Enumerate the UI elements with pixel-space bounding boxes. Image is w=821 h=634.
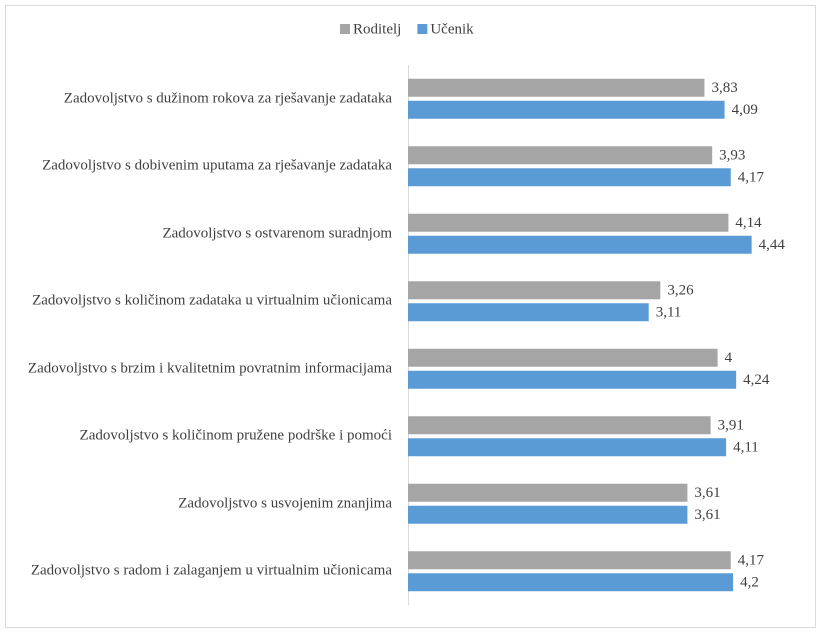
- category-label: Zadovoljstvo s usvojenim znanjima: [178, 495, 392, 512]
- value-label: 4,24: [743, 372, 770, 388]
- bar: [408, 168, 731, 187]
- value-label: 3,91: [718, 418, 744, 434]
- bar: [408, 438, 727, 457]
- legend-swatch: [417, 24, 428, 34]
- value-label: 3,11: [656, 305, 682, 321]
- value-label: 4,09: [732, 102, 758, 118]
- legend-swatch: [340, 24, 350, 34]
- category-label: Zadovoljstvo s količinom pružene podrške…: [79, 427, 392, 444]
- value-label: 3,26: [667, 283, 694, 299]
- value-label: 3,61: [694, 507, 720, 523]
- legend-label: Roditelj: [353, 21, 401, 37]
- category-label: Zadovoljstvo s količinom zadataka u virt…: [32, 292, 392, 309]
- category-label: Zadovoljstvo s radom i zalaganjem u virt…: [30, 562, 392, 579]
- value-label: 3,61: [694, 485, 720, 501]
- value-label: 3,93: [719, 148, 745, 164]
- value-label: 4,14: [735, 215, 762, 231]
- bar: [408, 78, 705, 97]
- bar: [408, 100, 725, 119]
- value-label: 4,11: [733, 440, 759, 456]
- value-label: 3,83: [711, 80, 737, 96]
- bar: [408, 281, 661, 300]
- value-label: 4,2: [740, 575, 759, 591]
- category-label: Zadovoljstvo s dobivenim uputama za rješ…: [42, 157, 392, 174]
- category-label: Zadovoljstvo s brzim i kvalitetnim povra…: [27, 360, 392, 377]
- bar: [408, 505, 688, 524]
- bar: [408, 303, 649, 322]
- bar: [408, 370, 737, 389]
- bar: [408, 146, 713, 165]
- bar: [408, 483, 688, 502]
- value-label: 4,44: [759, 237, 786, 253]
- bar: [408, 348, 718, 367]
- value-label: 4: [725, 350, 733, 366]
- category-label: Zadovoljstvo s ostvarenom suradnjom: [162, 225, 392, 242]
- bar: [408, 235, 752, 254]
- bar: [408, 573, 734, 592]
- legend-label: Učenik: [430, 21, 474, 37]
- category-label: Zadovoljstvo s dužinom rokova za rješava…: [63, 90, 392, 107]
- bar: [408, 213, 729, 232]
- bar: [408, 416, 711, 435]
- value-label: 4,17: [738, 553, 765, 569]
- value-label: 4,17: [738, 170, 765, 186]
- bar: [408, 551, 731, 570]
